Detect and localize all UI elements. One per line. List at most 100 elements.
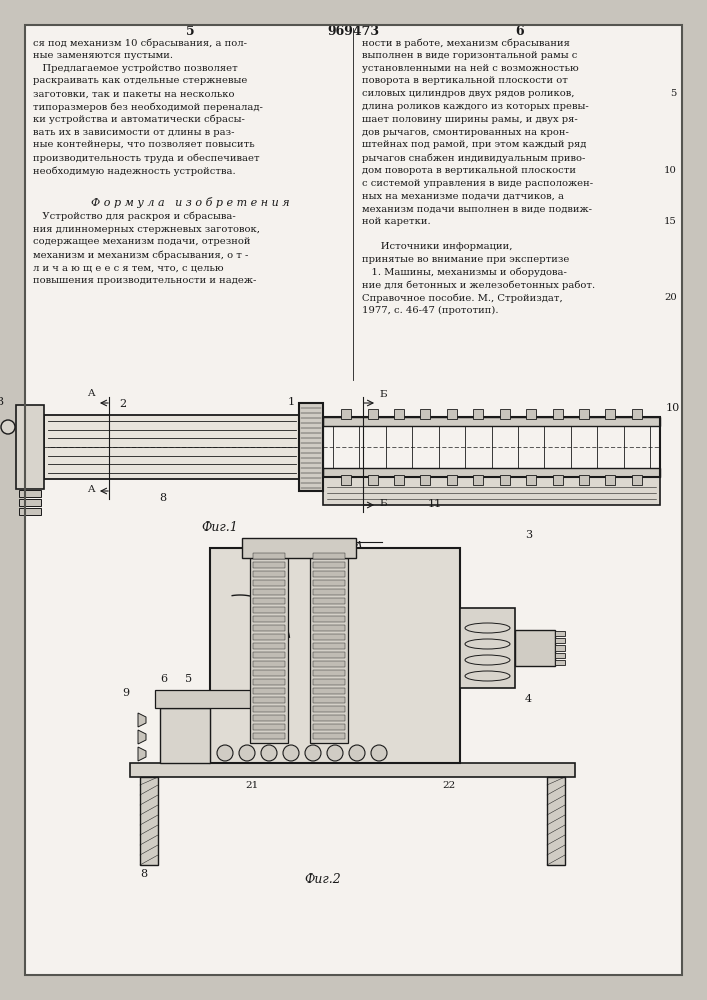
Text: 22: 22 <box>442 781 455 790</box>
Bar <box>253 616 285 622</box>
Text: ной каретки.: ной каретки. <box>362 217 431 226</box>
Bar <box>130 763 575 777</box>
Bar <box>44 415 300 479</box>
Text: раскраивать как отдельные стержневые: раскраивать как отдельные стержневые <box>33 76 247 85</box>
Text: повышения производительности и надеж-: повышения производительности и надеж- <box>33 276 257 285</box>
Text: 10: 10 <box>666 403 680 413</box>
Bar <box>253 562 285 568</box>
Bar <box>310 558 348 743</box>
Circle shape <box>261 745 277 761</box>
Bar <box>605 409 615 419</box>
Text: поворота в вертикальной плоскости от: поворота в вертикальной плоскости от <box>362 76 568 85</box>
Bar <box>253 661 285 667</box>
Bar <box>253 652 285 658</box>
Text: рычагов снабжен индивидуальным приво-: рычагов снабжен индивидуальным приво- <box>362 153 585 163</box>
Bar <box>313 580 345 586</box>
Bar <box>19 508 41 515</box>
Text: A-A: A-A <box>342 541 364 554</box>
Text: шает половину ширины рамы, и двух ря-: шает половину ширины рамы, и двух ря- <box>362 115 578 124</box>
Bar <box>140 777 158 865</box>
Bar <box>313 670 345 676</box>
Circle shape <box>239 745 255 761</box>
Text: 4: 4 <box>525 694 532 704</box>
Text: 5: 5 <box>186 25 194 38</box>
Bar <box>313 688 345 694</box>
Bar <box>253 679 285 685</box>
Text: Устройство для раскроя и сбрасыва-: Устройство для раскроя и сбрасыва- <box>33 212 235 221</box>
Text: 6: 6 <box>515 25 525 38</box>
Bar <box>605 475 615 485</box>
Bar <box>253 688 285 694</box>
Text: установленными на ней с возможностью: установленными на ней с возможностью <box>362 64 579 73</box>
Bar <box>473 409 484 419</box>
Bar <box>447 409 457 419</box>
Bar <box>19 490 41 497</box>
Bar <box>313 724 345 730</box>
Text: 5: 5 <box>185 674 192 684</box>
Circle shape <box>217 745 233 761</box>
Bar <box>555 631 565 636</box>
Text: типоразмеров без необходимой переналад-: типоразмеров без необходимой переналад- <box>33 102 263 111</box>
Bar <box>313 553 345 559</box>
Circle shape <box>283 745 299 761</box>
Text: 10: 10 <box>664 166 677 175</box>
Text: 5: 5 <box>671 89 677 98</box>
Bar <box>19 499 41 506</box>
Bar <box>313 571 345 577</box>
Bar <box>313 661 345 667</box>
Bar <box>253 571 285 577</box>
Bar <box>313 652 345 658</box>
Bar <box>553 409 563 419</box>
Bar <box>555 653 565 658</box>
Bar <box>323 477 660 505</box>
Bar <box>500 409 510 419</box>
Bar <box>313 598 345 604</box>
Text: A: A <box>88 485 95 494</box>
Bar <box>313 697 345 703</box>
Text: 1. Машины, механизмы и оборудова-: 1. Машины, механизмы и оборудова- <box>362 268 567 277</box>
Bar <box>323 468 660 477</box>
Text: ние для бетонных и железобетонных работ.: ние для бетонных и железобетонных работ. <box>362 280 595 290</box>
Text: заготовки, так и пакеты на несколько: заготовки, так и пакеты на несколько <box>33 89 235 98</box>
Bar <box>299 403 323 491</box>
Text: производительность труда и обеспечивает: производительность труда и обеспечивает <box>33 153 259 163</box>
Bar <box>323 417 660 426</box>
Bar <box>253 553 285 559</box>
Text: 7: 7 <box>227 582 234 592</box>
Text: Предлагаемое устройство позволяет: Предлагаемое устройство позволяет <box>33 64 238 73</box>
Bar <box>253 670 285 676</box>
Text: 6: 6 <box>160 674 167 684</box>
Circle shape <box>371 745 387 761</box>
Text: 21: 21 <box>245 781 258 790</box>
Text: Фиг.1: Фиг.1 <box>201 521 238 534</box>
Text: 8: 8 <box>159 493 166 503</box>
Bar <box>313 679 345 685</box>
Text: выполнен в виде горизонтальной рамы с: выполнен в виде горизонтальной рамы с <box>362 51 578 60</box>
Text: л и ч а ю щ е е с я тем, что, с целью: л и ч а ю щ е е с я тем, что, с целью <box>33 263 223 272</box>
Text: вать их в зависимости от длины в раз-: вать их в зависимости от длины в раз- <box>33 128 235 137</box>
Bar <box>579 475 589 485</box>
Bar <box>313 562 345 568</box>
Bar <box>253 706 285 712</box>
Circle shape <box>327 745 343 761</box>
Bar <box>210 548 460 763</box>
Bar <box>447 475 457 485</box>
Text: штейнах под рамой, при этом каждый ряд: штейнах под рамой, при этом каждый ряд <box>362 140 586 149</box>
Text: ки устройства и автоматически сбрасы-: ки устройства и автоматически сбрасы- <box>33 115 245 124</box>
Bar <box>368 409 378 419</box>
Text: механизм подачи выполнен в виде подвиж-: механизм подачи выполнен в виде подвиж- <box>362 204 592 213</box>
Bar <box>394 409 404 419</box>
Bar <box>368 475 378 485</box>
Circle shape <box>305 745 321 761</box>
Text: силовых цилиндров двух рядов роликов,: силовых цилиндров двух рядов роликов, <box>362 89 575 98</box>
Text: 2: 2 <box>119 399 126 409</box>
Bar <box>313 643 345 649</box>
Bar <box>341 409 351 419</box>
Bar <box>555 660 565 665</box>
Text: 1: 1 <box>288 397 295 407</box>
Bar <box>253 598 285 604</box>
Bar <box>313 706 345 712</box>
Text: 8: 8 <box>140 869 147 879</box>
Text: Фиг.2: Фиг.2 <box>305 873 341 886</box>
Bar <box>253 607 285 613</box>
